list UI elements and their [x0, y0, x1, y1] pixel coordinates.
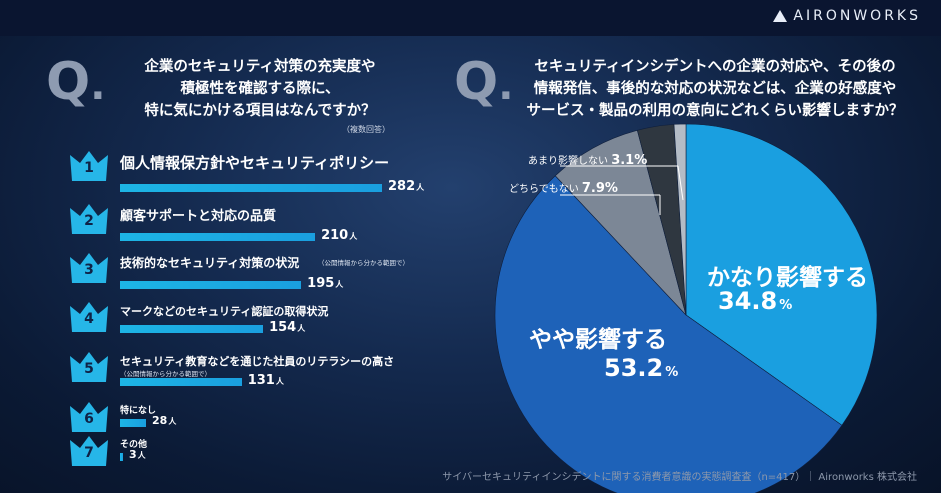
pie-slice-3: [554, 129, 687, 316]
rank-value-unit: 人: [335, 280, 344, 289]
rank-bar-3: [120, 281, 302, 289]
slice-value-slight-num: 53.2: [604, 354, 664, 382]
rank-label-1: 個人情報保方針やセキュリティポリシー: [120, 154, 390, 172]
right-title-line-3: サービス・製品の利用の意向にどれくらい影響しますか？: [526, 103, 904, 119]
slice-value-strong-unit: %: [779, 298, 793, 313]
rank-number: 3: [84, 262, 94, 278]
rank-label-5: セキュリティ教育などを通じた社員のリテラシーの高さ: [120, 355, 395, 368]
pie-slice-1: [685, 123, 878, 426]
pie-slice-5: [673, 123, 687, 316]
rank-bar-7: [120, 453, 123, 461]
slice-value-strong-num: 34.8: [718, 287, 778, 315]
brand-name: AIRONWORKS: [793, 8, 921, 24]
rank-number: 5: [84, 361, 94, 377]
crown-icon: [70, 352, 108, 382]
rank-bar-2: [120, 233, 316, 241]
slice-value-little: 3.1: [611, 153, 635, 168]
crown-icon: [70, 151, 108, 181]
slice-label-little-text: あまり影響しない: [528, 156, 608, 167]
rank-label-4: マークなどのセキュリティ認証の取得状況: [120, 305, 329, 318]
rank-label-2: 顧客サポートと対応の品質: [120, 209, 277, 224]
rank-value-unit: 人: [297, 324, 306, 333]
left-title-line-3: 特に気にかける項目はなんですか？: [144, 103, 376, 119]
crown-icon: [70, 253, 108, 283]
left-title-line-2: 積極性を確認する際に、: [180, 81, 340, 97]
slice-label-strong-text: かなり影響する: [707, 265, 868, 291]
slice-label-neutral-text: どちらでもない: [509, 184, 579, 195]
footer-credit: サイバーセキュリティインシデントに関する消費者意識の実態調査査（n=417）｜ …: [442, 472, 917, 483]
rank-number: 7: [84, 445, 94, 461]
rank-value-number: 154: [269, 320, 297, 335]
slice-label-strong: かなり影響する: [707, 258, 868, 292]
rank-bar-4: [120, 325, 264, 333]
crown-icon: [70, 204, 108, 234]
rank-badge-6: 6: [66, 398, 112, 438]
rank-value-unit: 人: [416, 183, 425, 192]
rank-value-unit: 人: [275, 377, 284, 386]
rank-badge-3: 3: [66, 249, 112, 289]
crown-icon: [70, 436, 108, 466]
rank-value-1: 282人: [388, 179, 424, 194]
rank-label-7: その他: [120, 440, 148, 450]
multiple-answer-note: （複数回答）: [342, 125, 390, 134]
rank-label-6: 特になし: [120, 406, 157, 416]
rank-badge-4: 4: [66, 298, 112, 338]
rank-value-number: 28: [152, 414, 168, 427]
rank-value-number: 282: [388, 179, 416, 194]
rank-value-number: 3: [129, 448, 137, 461]
slice-label-neutral: どちらでもない 7.9%: [509, 180, 618, 196]
slice-label-slight: やや影響する: [529, 320, 667, 354]
rank-bar-5: [120, 378, 242, 386]
crown-icon: [70, 402, 108, 432]
slice-value-slight-unit: %: [665, 365, 679, 380]
left-title-line-1: 企業のセキュリティ対策の充実度や: [144, 59, 376, 75]
rank-sublabel-3: （公開情報から分かる範囲で）: [318, 259, 409, 267]
rank-number: 2: [84, 213, 94, 229]
rank-badge-1: 1: [66, 147, 112, 187]
rank-value-6: 28人: [152, 414, 176, 427]
crown-icon: [70, 302, 108, 332]
slice-value-slight: 53.2%: [604, 354, 678, 382]
slice-unit-neutral: %: [604, 181, 618, 196]
right-question-mark: Q.: [454, 52, 514, 112]
slice-value-strong: 34.8%: [718, 287, 792, 315]
logo-icon: [773, 10, 788, 22]
rank-bar-6: [120, 419, 146, 427]
rank-label-3: 技術的なセキュリティ対策の状況: [120, 256, 300, 270]
left-question-mark: Q.: [46, 52, 106, 112]
rank-value-number: 210: [321, 228, 349, 243]
rank-bar-1: [120, 184, 382, 192]
rank-number: 1: [84, 160, 94, 176]
leader-line-slight: [677, 165, 684, 201]
slice-label-slight-text: やや影響する: [529, 327, 667, 353]
rank-value-3: 195人: [307, 276, 343, 291]
slice-value-neutral: 7.9: [581, 181, 605, 196]
rank-value-number: 131: [247, 373, 275, 388]
slice-label-little: あまり影響しない 3.1%: [528, 152, 647, 168]
right-question-title: セキュリティインシデントへの企業の対応や、その後の 情報発信、事後的な対応の状況…: [510, 56, 920, 122]
rank-badge-2: 2: [66, 200, 112, 240]
rank-value-unit: 人: [168, 417, 177, 426]
rank-number: 4: [84, 311, 94, 327]
left-question-title: 企業のセキュリティ対策の充実度や 積極性を確認する際に、 特に気にかける項目はな…: [110, 56, 410, 122]
rank-value-number: 195: [307, 276, 335, 291]
rank-number: 6: [84, 411, 94, 427]
rank-badge-7: 7: [66, 432, 112, 472]
rank-value-5: 131人: [248, 373, 284, 388]
right-title-line-2: 情報発信、事後的な対応の状況などは、企業の好感度や: [533, 81, 897, 97]
slice-unit-little: %: [634, 153, 648, 168]
brand-logo: AIRONWORKS: [773, 8, 921, 24]
pie-slice-2: [494, 175, 843, 493]
right-title-line-1: セキュリティインシデントへの企業の対応や、その後の: [534, 59, 896, 75]
rank-sublabel-5: （公開情報から分かる範囲で）: [120, 370, 211, 378]
rank-value-2: 210人: [321, 228, 357, 243]
rank-value-unit: 人: [137, 451, 146, 460]
rank-badge-5: 5: [66, 348, 112, 388]
rank-value-4: 154人: [269, 320, 305, 335]
rank-value-7: 3人: [129, 448, 146, 461]
rank-value-unit: 人: [349, 232, 358, 241]
